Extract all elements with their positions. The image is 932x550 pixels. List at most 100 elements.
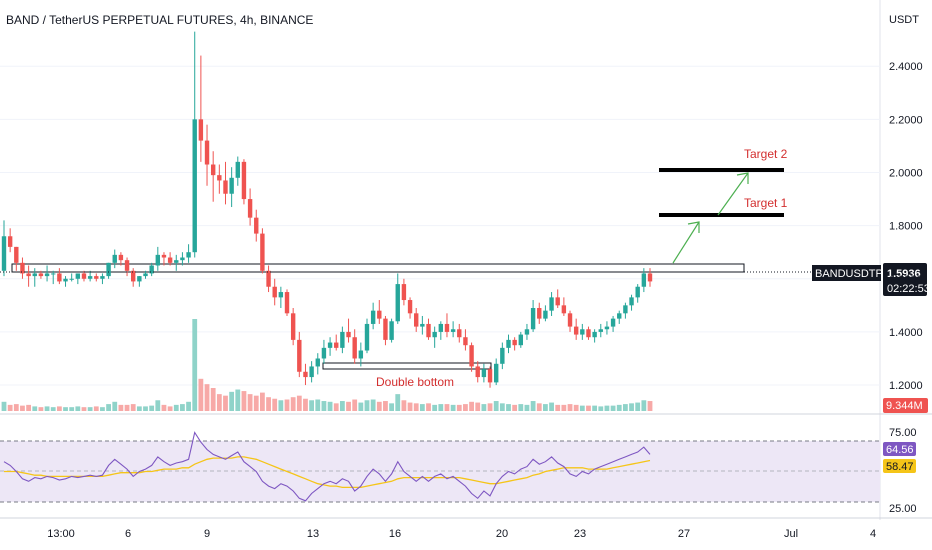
- volume-bar: [376, 401, 382, 411]
- candle-body: [561, 305, 567, 314]
- volume-bar: [413, 403, 419, 411]
- candle-body: [383, 318, 388, 340]
- candle-body: [518, 334, 523, 346]
- volume-bar: [555, 404, 561, 411]
- volume-bar: [616, 404, 622, 411]
- candle-body: [598, 329, 603, 332]
- volume-bar: [358, 402, 364, 411]
- candle-body: [180, 257, 185, 261]
- volume-bar: [7, 404, 13, 411]
- volume-bar: [118, 404, 124, 411]
- candle-body: [266, 270, 271, 287]
- symbol-badge-text: BANDUSDTPERP: [815, 268, 905, 280]
- candle-body: [537, 308, 542, 319]
- volume-bar: [469, 401, 474, 411]
- candle-body: [555, 297, 560, 306]
- volume-bar: [475, 402, 481, 411]
- volume-bar: [266, 397, 271, 411]
- volume-bar: [518, 404, 524, 411]
- rsi-value-text: 64.56: [886, 444, 914, 456]
- candle-body: [629, 297, 634, 306]
- candle-body: [20, 262, 25, 274]
- volume-bar: [1, 401, 7, 411]
- candle-body: [475, 366, 480, 378]
- candle-body: [278, 292, 284, 298]
- candle-body: [407, 300, 413, 314]
- candle-body: [290, 313, 296, 340]
- volume-bar: [75, 406, 81, 411]
- volume-bar: [253, 395, 259, 411]
- candle-body: [327, 342, 333, 348]
- volume-bar: [598, 406, 604, 411]
- candle-body: [137, 276, 142, 282]
- candle-body: [155, 254, 161, 266]
- candle-body: [580, 329, 585, 335]
- volume-bar: [20, 405, 25, 411]
- candle-body: [63, 278, 68, 282]
- volume-bar: [56, 406, 62, 411]
- candle-body: [297, 339, 302, 372]
- candle-body: [414, 313, 419, 327]
- volume-bar: [426, 403, 431, 411]
- volume-bar: [143, 406, 148, 411]
- volume-bar: [493, 401, 499, 411]
- candle-body: [94, 276, 99, 279]
- target-1-label: Target 1: [744, 196, 788, 210]
- price-tick-label: 2.2000: [889, 114, 923, 126]
- candle-body: [457, 329, 462, 338]
- volume-bar: [456, 404, 462, 411]
- time-tick-label: 13:00: [47, 528, 75, 540]
- volume-bar: [272, 398, 278, 411]
- volume-bar: [333, 403, 339, 411]
- currency-label: USDT: [889, 14, 919, 26]
- candle-body: [530, 308, 536, 330]
- volume-bar: [419, 404, 425, 411]
- time-tick-label: 27: [678, 528, 690, 540]
- symbol-badge: [812, 265, 881, 281]
- volume-bar: [444, 404, 450, 411]
- volume-bar: [155, 400, 161, 411]
- candle-body: [364, 323, 370, 351]
- time-axis: 13:00 6 9 13 16 20 23 27 Jul 4: [47, 528, 876, 540]
- volume-bar: [13, 404, 19, 411]
- candle-body: [1, 236, 7, 271]
- candle-body: [635, 286, 640, 298]
- candle-body: [75, 273, 81, 279]
- candle-body: [186, 252, 191, 258]
- candle-body: [586, 329, 591, 338]
- volume-bar: [407, 402, 413, 411]
- candle-body: [223, 180, 228, 194]
- candle-body: [524, 329, 530, 335]
- rsi-ma-badge: [883, 459, 916, 473]
- candle-body: [567, 313, 573, 327]
- volume-bar: [450, 404, 456, 411]
- candle-body: [229, 177, 234, 194]
- volume-bar: [524, 404, 530, 411]
- candle-body: [51, 273, 56, 275]
- volume-bar: [81, 407, 87, 411]
- volume-bar: [339, 401, 345, 411]
- volume-bar: [278, 400, 284, 411]
- candle-body: [309, 366, 314, 378]
- candle-body: [272, 286, 277, 298]
- candle-body: [432, 331, 437, 338]
- candle-body: [32, 273, 37, 277]
- volume-bar: [180, 404, 185, 411]
- volume-bar: [223, 395, 228, 411]
- candle-body: [647, 273, 653, 282]
- candle-body: [610, 318, 616, 327]
- volume-bar: [499, 403, 505, 411]
- volume-bar: [38, 407, 44, 411]
- rsi-band: [0, 441, 880, 502]
- volume-bar: [635, 402, 641, 411]
- candle-body: [14, 246, 19, 263]
- time-tick-label: 20: [496, 528, 508, 540]
- volume-bar: [87, 407, 93, 411]
- volume-bar: [567, 404, 573, 411]
- volume-bar: [543, 404, 548, 411]
- time-tick-label: 9: [204, 528, 210, 540]
- volume-bar: [192, 319, 198, 411]
- candle-body: [438, 323, 444, 332]
- volume-bar: [463, 404, 468, 411]
